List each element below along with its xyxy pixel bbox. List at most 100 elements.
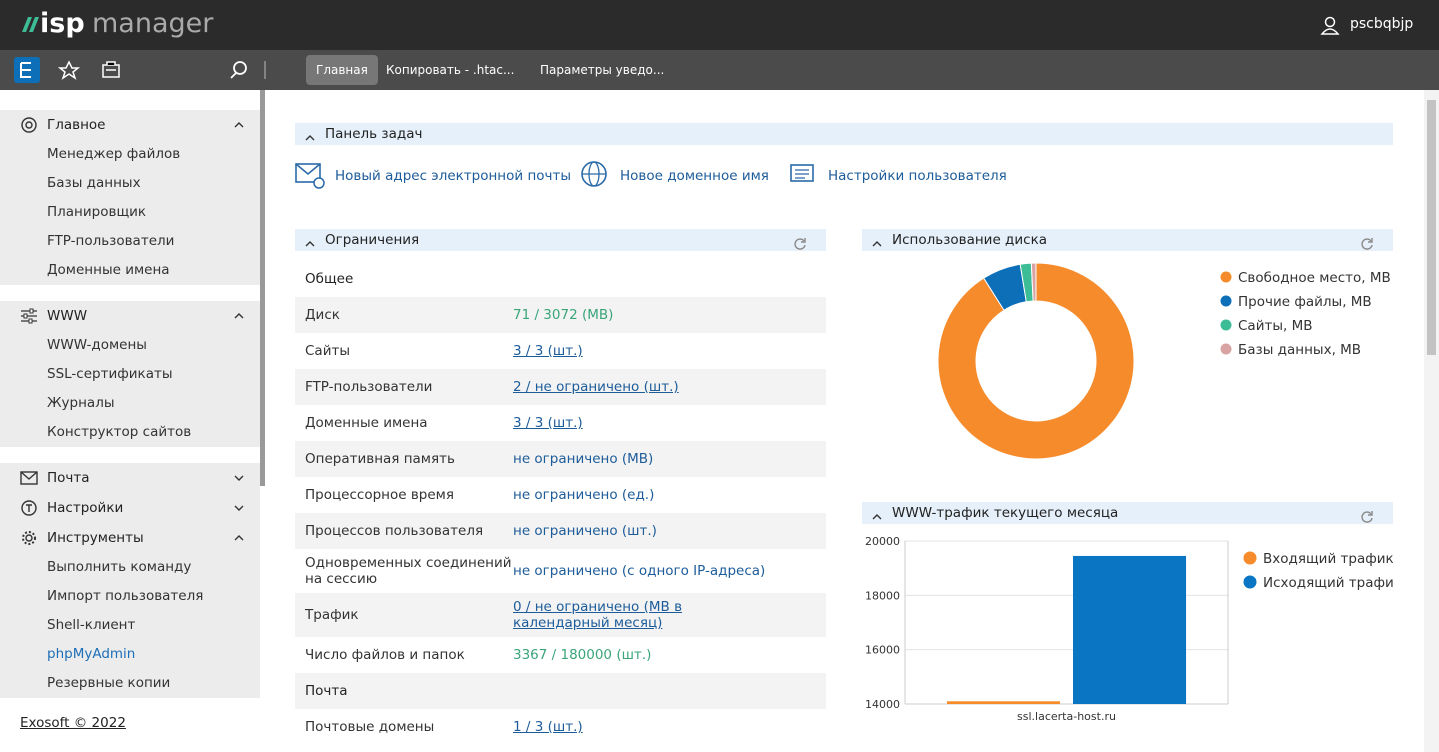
- limit-label: Процессов пользователя: [295, 523, 513, 539]
- task-icon[interactable]: [295, 160, 327, 192]
- disk-title: Использование диска: [892, 232, 1047, 248]
- task-icon[interactable]: [788, 160, 820, 192]
- menu-item[interactable]: SSL-сертификаты: [0, 360, 260, 389]
- chevron[interactable]: [872, 240, 882, 248]
- disk-header[interactable]: Использование диска: [862, 229, 1393, 251]
- chevron[interactable]: [234, 121, 244, 129]
- limit-value[interactable]: 2 / не ограничено (шт.): [513, 379, 778, 395]
- menu-icon: [20, 499, 38, 517]
- y-tick-label: 18000: [865, 589, 900, 602]
- limit-row: Оперативная памятьне ограничено (MB): [295, 441, 826, 477]
- limit-label: Трафик: [295, 607, 513, 623]
- menu-item[interactable]: Выполнить команду: [0, 553, 260, 582]
- menu-group-header[interactable]: Инструменты: [0, 523, 260, 553]
- menu-group: Инструменты Выполнить командуИмпорт польз…: [0, 523, 260, 698]
- chevron[interactable]: [305, 240, 315, 248]
- legend-label: Свободное место, MB: [1238, 270, 1391, 286]
- toolbar: [0, 50, 1439, 90]
- limit-row: Одновременных соединений на сессиюне огр…: [295, 549, 826, 593]
- legend-label: Базы данных, MB: [1238, 342, 1361, 358]
- chevron[interactable]: [234, 474, 244, 482]
- task-link[interactable]: Настройки пользователя: [828, 168, 1007, 184]
- chevron[interactable]: [234, 312, 244, 320]
- limit-value: не ограничено (шт.): [513, 523, 778, 539]
- limit-value: не ограничено (MB): [513, 451, 778, 467]
- menu-group-header[interactable]: WWW: [0, 301, 260, 331]
- limit-value: не ограничено (ед.): [513, 487, 778, 503]
- menu-item[interactable]: WWW-домены: [0, 331, 260, 360]
- menu-icon: [20, 307, 38, 325]
- limit-label: Число файлов и папок: [295, 647, 513, 663]
- legend-swatch: [1221, 320, 1232, 331]
- legend-swatch: [1244, 576, 1257, 589]
- limit-row: Процессорное времяне ограничено (ед.): [295, 477, 826, 513]
- limit-value[interactable]: 1 / 3 (шт.): [513, 719, 778, 735]
- menu-item[interactable]: Менеджер файлов: [0, 140, 260, 169]
- task-link[interactable]: Новое доменное имя: [620, 168, 769, 184]
- limit-value: 3367 / 180000 (шт.): [513, 647, 778, 663]
- legend-swatch: [1221, 272, 1232, 283]
- menu-group-header[interactable]: Главное: [0, 110, 260, 140]
- y-tick-label: 16000: [865, 644, 900, 657]
- footer[interactable]: Exosoft © 2022: [20, 715, 126, 731]
- limit-row: Доменные имена3 / 3 (шт.): [295, 405, 826, 441]
- y-tick-label: 14000: [865, 698, 900, 711]
- menu-group-title: Почта: [47, 470, 90, 486]
- chevron[interactable]: [234, 504, 244, 512]
- limits-header[interactable]: Ограничения: [295, 229, 826, 251]
- limit-value[interactable]: 3 / 3 (шт.): [513, 415, 778, 431]
- menu-item[interactable]: Резервные копии: [0, 669, 260, 698]
- tab[interactable]: Параметры уведо...: [530, 55, 674, 85]
- legend-label: Прочие файлы, MB: [1238, 294, 1372, 310]
- refresh-button[interactable]: [793, 237, 807, 251]
- toolbar-icons[interactable]: [14, 57, 274, 83]
- limit-value[interactable]: 3 / 3 (шт.): [513, 343, 778, 359]
- chevron[interactable]: [234, 534, 244, 542]
- user-name[interactable]: pscbqbjp: [1350, 16, 1413, 32]
- menu-group: Настройки: [0, 493, 260, 523]
- sidebar: Exosoft © 2022 ГлавноеМенеджер файловБаз…: [0, 90, 265, 752]
- menu-group-title: Инструменты: [47, 530, 144, 546]
- logo-suffix: manager: [92, 8, 213, 39]
- limit-row: Сайты3 / 3 (шт.): [295, 333, 826, 369]
- limit-label: Сайты: [295, 343, 513, 359]
- limit-row: Почта: [295, 673, 826, 709]
- menu-item[interactable]: Доменные имена: [0, 256, 260, 285]
- task-link[interactable]: Новый адрес электронной почты: [335, 168, 571, 184]
- menu-item[interactable]: Планировщик: [0, 198, 260, 227]
- traffic-header[interactable]: WWW-трафик текущего месяца: [862, 502, 1393, 524]
- traffic-title: WWW-трафик текущего месяца: [892, 505, 1118, 521]
- tasks-header[interactable]: Панель задач: [295, 123, 1393, 145]
- menu-item[interactable]: Импорт пользователя: [0, 582, 260, 611]
- x-tick-label: ssl.lacerta-host.ru: [1017, 710, 1116, 723]
- legend-label: Входящий трафик: [1263, 551, 1393, 567]
- menu-item[interactable]: Базы данных: [0, 169, 260, 198]
- refresh-button[interactable]: [1360, 237, 1374, 251]
- refresh-button[interactable]: [1360, 510, 1374, 524]
- menu-item[interactable]: Конструктор сайтов: [0, 418, 260, 447]
- menu-item[interactable]: FTP-пользователи: [0, 227, 260, 256]
- limit-label: Почта: [295, 683, 513, 699]
- menu-group-header[interactable]: Настройки: [0, 493, 260, 523]
- user-icon[interactable]: [1320, 15, 1340, 35]
- menu-group-title: WWW: [47, 308, 87, 324]
- chevron[interactable]: [305, 134, 315, 142]
- traffic-chart: 14000160001800020000ssl.lacerta-host.ruВ…: [862, 528, 1393, 748]
- chevron[interactable]: [872, 513, 882, 521]
- limit-row: Трафик0 / не ограничено (MB в календарны…: [295, 593, 826, 637]
- limit-label: Одновременных соединений на сессию: [295, 555, 513, 587]
- tab[interactable]: Копировать - .htac...: [376, 55, 524, 85]
- limit-value[interactable]: 0 / не ограничено (MB в календарный меся…: [513, 599, 778, 631]
- menu-item[interactable]: Shell-клиент: [0, 611, 260, 640]
- legend-label: Исходящий трафик: [1263, 575, 1393, 591]
- tab[interactable]: Главная: [306, 55, 378, 85]
- menu-item[interactable]: phpMyAdmin: [0, 640, 260, 669]
- limit-row: Число файлов и папок3367 / 180000 (шт.): [295, 637, 826, 673]
- menu-item[interactable]: Журналы: [0, 389, 260, 418]
- menu-group: WWW WWW-доменыSSL-сертификатыЖурналыКонст…: [0, 301, 260, 447]
- main-scrollbar: [1424, 90, 1439, 752]
- menu-group-header[interactable]: Почта: [0, 463, 260, 493]
- limit-label: Диск: [295, 307, 513, 323]
- task-icon[interactable]: [580, 160, 612, 192]
